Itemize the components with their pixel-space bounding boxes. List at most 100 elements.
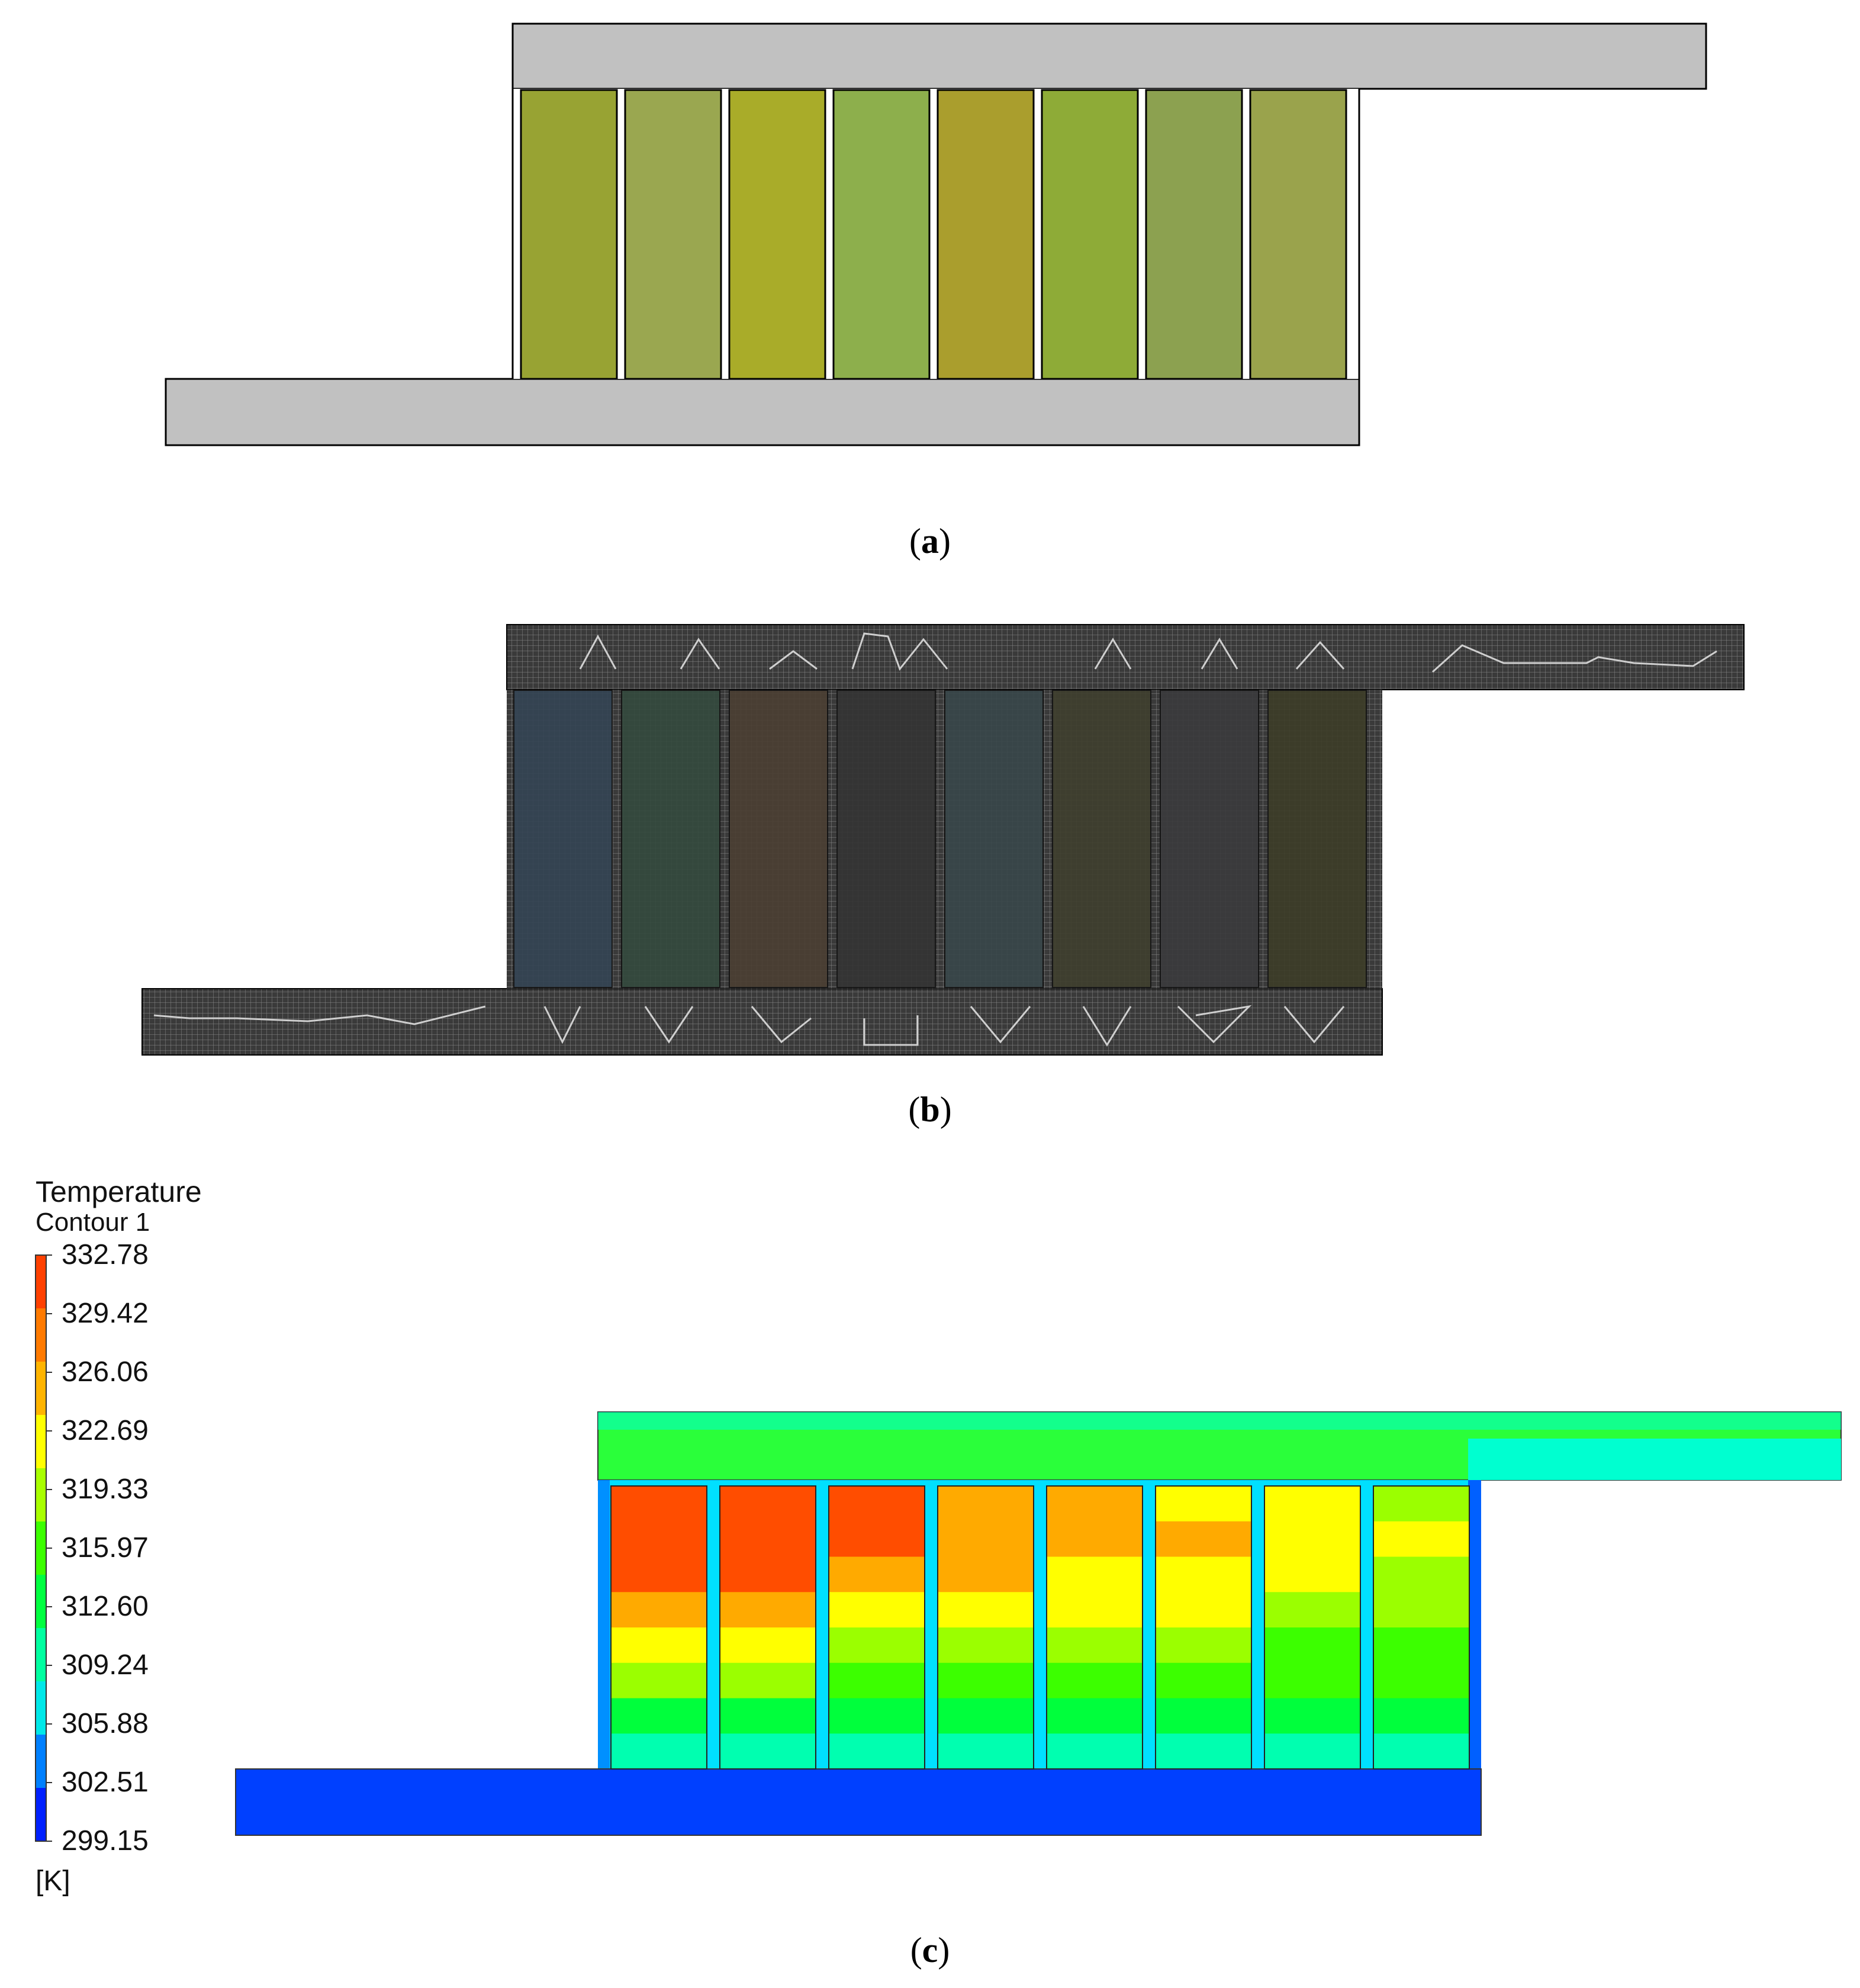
contour-band [1156, 1733, 1251, 1770]
contour-band [611, 1556, 707, 1593]
contour-band [829, 1592, 925, 1628]
contour-band [1373, 1733, 1469, 1770]
contour-band [720, 1486, 816, 1522]
battery-cell-mesh [513, 690, 613, 988]
contour-band [1156, 1521, 1251, 1558]
battery-cell-contour [1373, 1485, 1470, 1770]
battery-cell-contour [610, 1485, 707, 1770]
battery-cells-contour [610, 1485, 1470, 1770]
contour-band [1047, 1592, 1143, 1628]
contour-band [611, 1698, 707, 1735]
contour-band [938, 1627, 1034, 1664]
battery-cell-mesh [836, 690, 936, 988]
contour-band [829, 1521, 925, 1558]
legend-title: Temperature [36, 1175, 202, 1208]
legend-tick-label: 329.42 [62, 1298, 149, 1329]
battery-cell [937, 89, 1035, 380]
contour-band [1264, 1662, 1360, 1699]
panel-c: Temperature Contour 1 332.78 329.42 326.06… [0, 1160, 1860, 1988]
legend-tick-label: 332.78 [62, 1239, 149, 1270]
contour-band [720, 1698, 816, 1735]
cell-outline [937, 1485, 1034, 1770]
contour-band [1264, 1556, 1360, 1593]
contour-band [1047, 1521, 1143, 1558]
battery-cell [832, 89, 931, 380]
battery-cell [728, 89, 826, 380]
legend-tick-label: 305.88 [62, 1708, 149, 1739]
contour-band [829, 1733, 925, 1770]
contour-band [1156, 1556, 1251, 1593]
battery-cell [624, 89, 722, 380]
cell-outline [1155, 1485, 1252, 1770]
contour-band [611, 1733, 707, 1770]
contour-band [611, 1521, 707, 1558]
battery-cell-mesh [944, 690, 1044, 988]
cell-outline [828, 1485, 925, 1770]
battery-cell-mesh [1160, 690, 1259, 988]
legend-tick-label: 315.97 [62, 1532, 149, 1564]
battery-cell-contour [1264, 1485, 1361, 1770]
legend-tick-label: 322.69 [62, 1415, 149, 1446]
contour-band [1264, 1733, 1360, 1770]
contour-band [720, 1627, 816, 1664]
contour-band [1156, 1592, 1251, 1628]
contour-band [720, 1592, 816, 1628]
legend-subtitle: Contour 1 [36, 1208, 150, 1237]
battery-cells-b [513, 690, 1367, 988]
temperature-contour [235, 1411, 1842, 1836]
battery-cell [1041, 89, 1139, 380]
caption-c: (c) [910, 1931, 950, 1970]
contour-band [720, 1521, 816, 1558]
bottom-channel-contour [235, 1768, 1482, 1836]
contour-band [1047, 1486, 1143, 1522]
contour-band [1373, 1521, 1469, 1558]
caption-b: (b) [908, 1090, 952, 1129]
panel-b: (b) [0, 592, 1860, 1154]
contour-band [829, 1662, 925, 1699]
contour-band [720, 1556, 816, 1593]
battery-cell-contour [1155, 1485, 1252, 1770]
battery-cell-mesh [621, 690, 720, 988]
contour-band [1264, 1698, 1360, 1735]
contour-band [1156, 1627, 1251, 1664]
contour-band [938, 1733, 1034, 1770]
contour-band [1373, 1627, 1469, 1664]
cell-outline [610, 1485, 707, 1770]
legend-tick-label: 312.60 [62, 1591, 149, 1622]
contour-band [611, 1486, 707, 1522]
contour-band [829, 1698, 925, 1735]
contour-band [1047, 1698, 1143, 1735]
contour-band [1047, 1662, 1143, 1699]
battery-cell-contour [719, 1485, 816, 1770]
contour-band [1373, 1556, 1469, 1593]
battery-cell [1145, 89, 1243, 380]
top-channel [511, 22, 1707, 90]
contour-band [829, 1556, 925, 1593]
cell-outline [1264, 1485, 1361, 1770]
contour-band [720, 1733, 816, 1770]
contour-band [611, 1662, 707, 1699]
contour-band [938, 1662, 1034, 1699]
contour-band [1373, 1486, 1469, 1522]
contour-band [1156, 1698, 1251, 1735]
contour-band [829, 1486, 925, 1522]
legend-unit: [K] [36, 1865, 70, 1897]
cell-outline [1373, 1485, 1470, 1770]
mesh-diagram-b [141, 624, 1745, 1056]
contour-band [1264, 1521, 1360, 1558]
contour-band [1264, 1627, 1360, 1664]
contour-band [720, 1662, 816, 1699]
contour-band [938, 1556, 1034, 1593]
contour-band [829, 1627, 925, 1664]
battery-cell-mesh [729, 690, 828, 988]
geometry-diagram-a [165, 22, 1707, 446]
contour-band [938, 1521, 1034, 1558]
contour-band [1047, 1627, 1143, 1664]
legend-tick-label: 302.51 [62, 1767, 149, 1798]
battery-cell-contour [937, 1485, 1034, 1770]
contour-band [1264, 1486, 1360, 1522]
battery-cell-contour [1046, 1485, 1143, 1770]
caption-a: (a) [909, 522, 951, 561]
contour-band [1047, 1556, 1143, 1593]
contour-band [1373, 1592, 1469, 1628]
